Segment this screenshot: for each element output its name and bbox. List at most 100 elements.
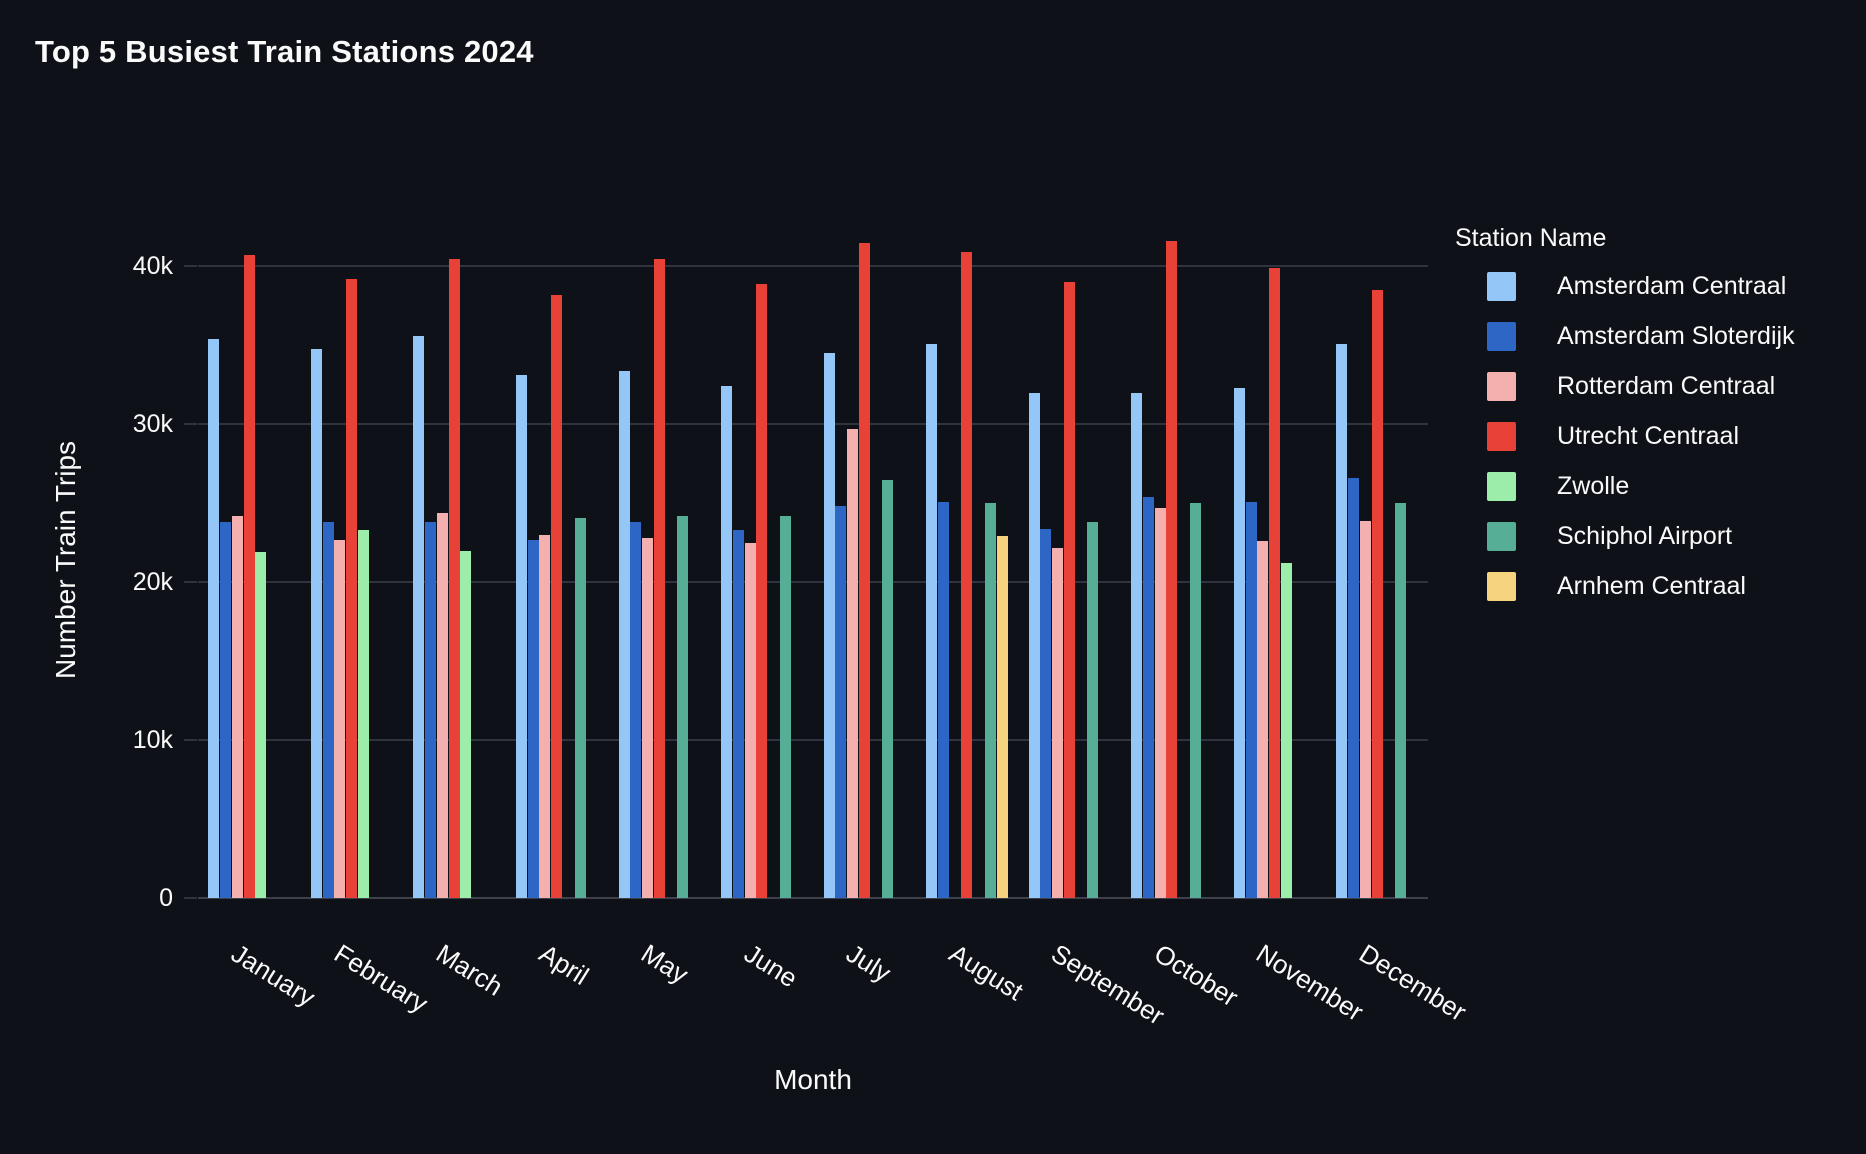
y-tick-40k (184, 265, 197, 268)
bar-utrecht-centraal-may[interactable] (653, 258, 665, 898)
bar-schiphol-airport-june[interactable] (779, 515, 791, 898)
x-tick-label-april: April (533, 938, 594, 992)
legend-item-schiphol-airport[interactable]: Schiphol Airport (1455, 522, 1795, 551)
x-tick-label-august: August (943, 938, 1029, 1007)
bar-utrecht-centraal-march[interactable] (448, 258, 460, 898)
bar-utrecht-centraal-september[interactable] (1063, 282, 1075, 898)
chart-title: Top 5 Busiest Train Stations 2024 (35, 34, 534, 69)
bar-utrecht-centraal-december[interactable] (1371, 290, 1383, 898)
legend-label-rotterdam-centraal: Rotterdam Centraal (1557, 372, 1776, 400)
x-tick-label-february: February (328, 938, 433, 1019)
bar-rotterdam-centraal-july[interactable] (847, 429, 858, 898)
legend-swatch-schiphol-airport (1487, 522, 1516, 551)
x-tick-label-january: January (226, 938, 321, 1013)
legend-items: Amsterdam Centraal Amsterdam Sloterdijk Ro… (1455, 272, 1795, 601)
x-axis-line (198, 897, 1428, 899)
bar-schiphol-airport-december[interactable] (1394, 503, 1406, 898)
bar-utrecht-centraal-august[interactable] (961, 252, 973, 898)
bar-amsterdam-centraal-january[interactable] (208, 339, 220, 898)
legend-item-amsterdam-centraal[interactable]: Amsterdam Centraal (1455, 272, 1795, 301)
y-tick-0 (184, 897, 197, 899)
bar-rotterdam-centraal-october[interactable] (1154, 508, 1166, 898)
gridline-40k (198, 265, 1428, 268)
legend-item-rotterdam-centraal[interactable]: Rotterdam Centraal (1455, 372, 1795, 401)
x-tick-label-march: March (431, 938, 509, 1002)
legend: Station Name Amsterdam Centraal Amsterdam… (1455, 224, 1795, 622)
legend-item-zwolle[interactable]: Zwolle (1455, 472, 1795, 501)
bar-amsterdam-centraal-august[interactable] (926, 343, 938, 898)
bar-amsterdam-sloterdijk-november[interactable] (1245, 501, 1257, 898)
bar-zwolle-january[interactable] (255, 552, 267, 898)
bar-amsterdam-centraal-september[interactable] (1028, 392, 1040, 898)
bar-amsterdam-sloterdijk-january[interactable] (220, 522, 231, 898)
y-tick-label-20k: 20k (132, 568, 173, 597)
bar-amsterdam-centraal-february[interactable] (310, 348, 322, 898)
bar-utrecht-centraal-october[interactable] (1166, 241, 1178, 898)
legend-label-amsterdam-centraal: Amsterdam Centraal (1557, 272, 1787, 300)
bar-amsterdam-centraal-march[interactable] (413, 335, 425, 898)
y-tick-label-40k: 40k (132, 252, 173, 281)
bar-utrecht-centraal-july[interactable] (858, 242, 870, 898)
bar-amsterdam-sloterdijk-february[interactable] (322, 522, 334, 898)
x-tick-label-june: June (738, 938, 803, 994)
bar-utrecht-centraal-november[interactable] (1268, 268, 1280, 898)
bar-rotterdam-centraal-march[interactable] (436, 512, 448, 898)
bar-zwolle-february[interactable] (357, 530, 369, 898)
bar-amsterdam-sloterdijk-august[interactable] (937, 501, 949, 898)
bar-amsterdam-centraal-october[interactable] (1131, 392, 1143, 898)
bar-amsterdam-centraal-april[interactable] (516, 375, 527, 898)
legend-item-utrecht-centraal[interactable]: Utrecht Centraal (1455, 422, 1795, 451)
bar-rotterdam-centraal-january[interactable] (231, 515, 243, 898)
gridline-30k (198, 423, 1428, 426)
legend-item-amsterdam-sloterdijk[interactable]: Amsterdam Sloterdijk (1455, 322, 1795, 351)
legend-swatch-amsterdam-centraal (1487, 272, 1516, 301)
legend-swatch-arnhem-centraal (1487, 572, 1516, 601)
bar-schiphol-airport-october[interactable] (1189, 503, 1201, 898)
bar-rotterdam-centraal-june[interactable] (744, 542, 756, 898)
bar-utrecht-centraal-january[interactable] (243, 255, 255, 898)
bar-rotterdam-centraal-april[interactable] (539, 534, 551, 898)
bar-amsterdam-centraal-june[interactable] (721, 386, 733, 898)
legend-swatch-utrecht-centraal (1487, 422, 1516, 451)
bar-rotterdam-centraal-september[interactable] (1052, 547, 1064, 898)
bar-amsterdam-sloterdijk-september[interactable] (1040, 528, 1052, 898)
bar-utrecht-centraal-february[interactable] (346, 279, 357, 898)
y-tick-30k (184, 423, 197, 426)
bar-amsterdam-centraal-december[interactable] (1336, 343, 1348, 898)
bar-amsterdam-sloterdijk-december[interactable] (1348, 478, 1359, 898)
bar-amsterdam-centraal-july[interactable] (823, 353, 835, 898)
bar-schiphol-airport-april[interactable] (574, 517, 586, 898)
x-tick-label-july: July (841, 938, 897, 988)
legend-item-arnhem-centraal[interactable]: Arnhem Centraal (1455, 572, 1795, 601)
bar-amsterdam-sloterdijk-april[interactable] (527, 539, 539, 898)
bar-schiphol-airport-july[interactable] (882, 479, 894, 898)
bar-zwolle-march[interactable] (460, 550, 472, 898)
bar-amsterdam-sloterdijk-october[interactable] (1143, 496, 1154, 898)
bar-schiphol-airport-september[interactable] (1087, 522, 1099, 898)
y-tick-20k (184, 581, 197, 584)
bar-amsterdam-centraal-november[interactable] (1233, 388, 1245, 898)
bar-schiphol-airport-august[interactable] (984, 503, 996, 898)
bar-rotterdam-centraal-may[interactable] (642, 538, 653, 898)
bar-rotterdam-centraal-december[interactable] (1359, 520, 1371, 898)
bar-rotterdam-centraal-november[interactable] (1257, 541, 1269, 898)
bar-utrecht-centraal-june[interactable] (756, 283, 768, 898)
bar-amsterdam-sloterdijk-june[interactable] (732, 530, 744, 898)
bar-amsterdam-centraal-may[interactable] (618, 370, 630, 898)
bar-arnhem-centraal-august[interactable] (996, 536, 1008, 898)
bar-schiphol-airport-may[interactable] (677, 515, 689, 898)
legend-label-arnhem-centraal: Arnhem Centraal (1557, 572, 1746, 600)
bar-amsterdam-sloterdijk-july[interactable] (835, 506, 847, 898)
bar-zwolle-november[interactable] (1280, 563, 1292, 898)
bar-amsterdam-sloterdijk-march[interactable] (425, 522, 437, 898)
gridline-20k (198, 581, 1428, 584)
bar-utrecht-centraal-april[interactable] (551, 294, 563, 898)
legend-title: Station Name (1455, 224, 1607, 252)
x-axis-title: Month (774, 1064, 852, 1095)
bar-rotterdam-centraal-february[interactable] (334, 539, 346, 898)
y-tick-label-30k: 30k (132, 410, 173, 439)
x-tick-label-november: November (1251, 938, 1370, 1027)
bar-amsterdam-sloterdijk-may[interactable] (630, 522, 642, 898)
